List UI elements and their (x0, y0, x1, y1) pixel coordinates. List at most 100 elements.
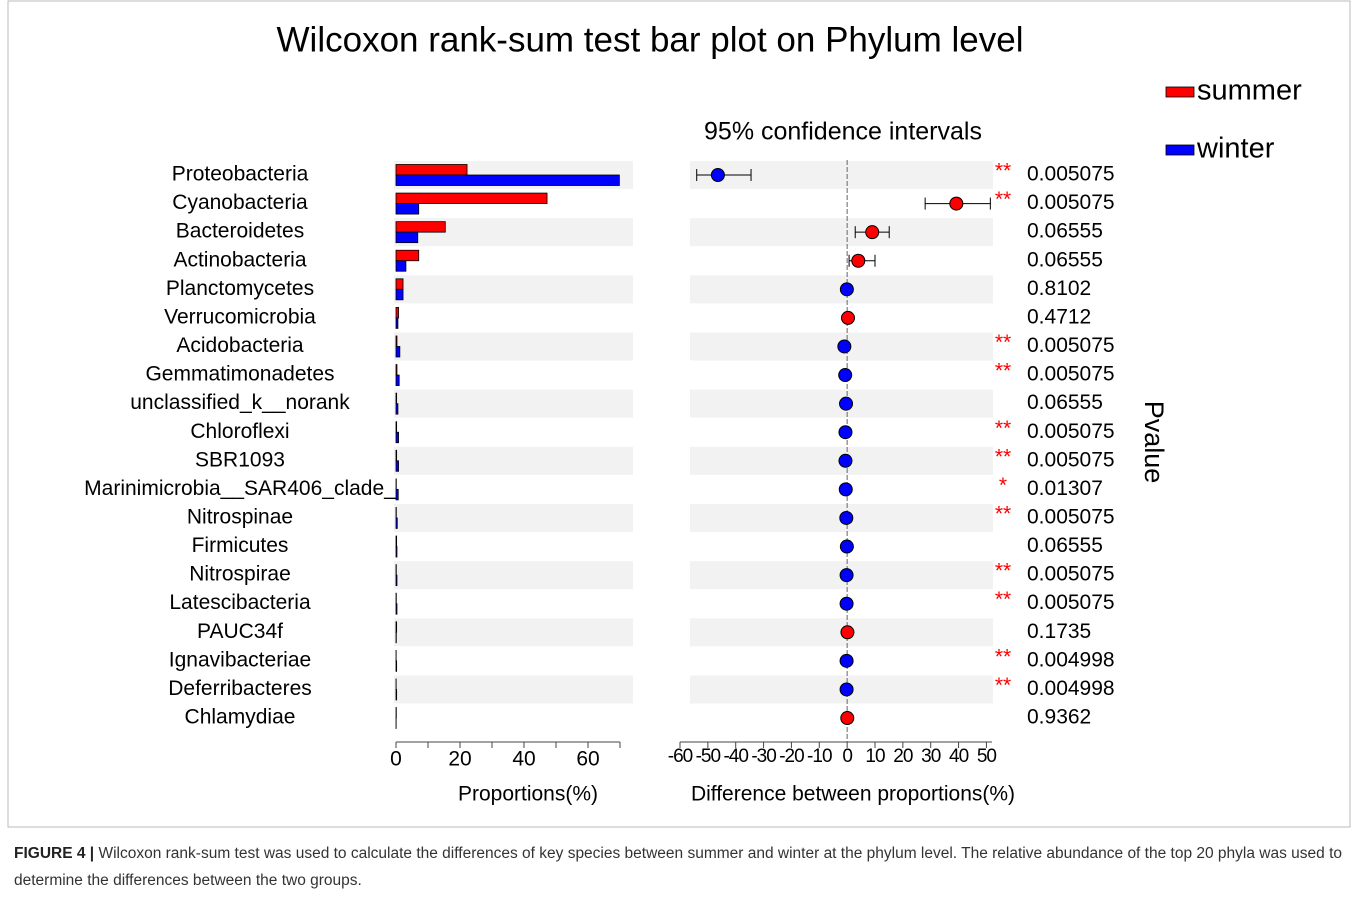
category-label: Nitrospirae (189, 563, 291, 586)
x-axis-label: Proportions(%) (458, 783, 598, 806)
bar (395, 192, 548, 204)
bar (395, 203, 420, 215)
significance: ** (995, 560, 1011, 583)
point (838, 425, 853, 440)
significance: ** (995, 588, 1011, 611)
p-value: 0.1735 (1027, 620, 1091, 643)
category-label: Nitrospinae (187, 506, 293, 529)
p-value: 0.004998 (1027, 677, 1115, 700)
x-tick-label: -40 (723, 746, 748, 767)
x-tick-label: 20 (448, 748, 471, 771)
bar (395, 603, 398, 615)
bar (395, 574, 398, 587)
x-tick-label: 0 (842, 746, 852, 767)
p-value: 0.06555 (1027, 391, 1103, 414)
x-tick-label: -20 (779, 746, 804, 767)
bar (395, 364, 398, 376)
significance: ** (995, 674, 1011, 697)
caption-label: FIGURE 4 | (14, 845, 95, 862)
x-tick-label: -30 (751, 746, 776, 767)
legend-label: summer (1197, 75, 1302, 107)
p-value: 0.005075 (1027, 448, 1115, 471)
point (840, 711, 855, 726)
x-tick-label: 50 (977, 746, 997, 767)
point (839, 596, 854, 611)
p-value: 0.005075 (1027, 334, 1115, 357)
bar (395, 346, 401, 358)
point (840, 625, 855, 640)
x-tick-label: -60 (668, 746, 693, 767)
category-label: Proteobacteria (172, 163, 309, 186)
pvalue-label: Pvalue (1139, 401, 1169, 484)
x-tick-label: 40 (949, 746, 969, 767)
category-label: Marinimicrobia__SAR406_clade_ (84, 477, 396, 500)
category-label: Chlamydiae (185, 706, 296, 729)
category-label: SBR1093 (195, 448, 285, 471)
bar (395, 488, 399, 501)
category-label: Planctomycetes (166, 277, 314, 300)
point (839, 282, 854, 297)
caption: FIGURE 4 | Wilcoxon rank-sum test was us… (14, 840, 1344, 894)
significance: * (999, 474, 1007, 497)
p-value: 0.005075 (1027, 363, 1115, 386)
category-label: Bacteroidetes (176, 220, 304, 243)
point (839, 396, 854, 411)
row-stripe (394, 618, 633, 647)
significance: ** (995, 188, 1011, 211)
legend-swatch (1165, 144, 1195, 156)
x-tick-label: 40 (512, 748, 535, 771)
x-tick-label: 20 (893, 746, 913, 767)
ci-title: 95% confidence intervals (704, 118, 982, 146)
p-value: 0.06555 (1027, 220, 1103, 243)
point (838, 453, 853, 468)
bar (395, 278, 404, 290)
category-label: Acidobacteria (176, 334, 304, 357)
significance: ** (995, 331, 1011, 354)
p-value: 0.06555 (1027, 248, 1103, 271)
significance: ** (995, 445, 1011, 468)
x-tick-label: 30 (921, 746, 941, 767)
p-value: 0.004998 (1027, 648, 1115, 671)
point (839, 653, 854, 668)
significance: ** (995, 417, 1011, 440)
p-value: 0.005075 (1027, 591, 1115, 614)
caption-text: Wilcoxon rank-sum test was used to calcu… (14, 845, 1343, 889)
category-label: Cyanobacteria (172, 191, 308, 214)
point (840, 310, 855, 325)
bar (395, 335, 398, 347)
bar (395, 260, 407, 272)
x-tick-label: 60 (576, 748, 599, 771)
x-tick-label: -50 (696, 746, 721, 767)
bar (395, 374, 400, 386)
bar (395, 403, 399, 415)
bar (395, 689, 398, 701)
x-axis-label: Difference between proportions(%) (691, 783, 1015, 806)
row-stripe (394, 446, 633, 475)
category-label: Deferribacteres (168, 677, 312, 700)
point (839, 568, 854, 583)
frame (7, 0, 1351, 828)
bar (395, 460, 399, 472)
bar (395, 449, 398, 462)
category-label: Latescibacteria (169, 591, 311, 614)
significance: ** (995, 160, 1011, 183)
row-stripe (394, 332, 633, 361)
category-label: Actinobacteria (173, 248, 306, 271)
x-tick-label: 0 (390, 748, 402, 771)
row-stripe (690, 218, 993, 247)
point (839, 510, 854, 525)
bar (395, 431, 399, 444)
bar (395, 621, 398, 633)
chart-title: Wilcoxon rank-sum test bar plot on Phylu… (277, 20, 1024, 59)
p-value: 0.005075 (1027, 191, 1115, 214)
bar (395, 660, 398, 672)
bar (395, 164, 468, 176)
legend-label: winter (1196, 133, 1275, 165)
category-label: Verrucomicrobia (164, 305, 316, 328)
legend-swatch (1165, 86, 1195, 98)
bar (395, 288, 404, 301)
category-label: Gemmatimonadetes (145, 363, 334, 386)
bar (395, 174, 620, 186)
point (839, 539, 854, 554)
